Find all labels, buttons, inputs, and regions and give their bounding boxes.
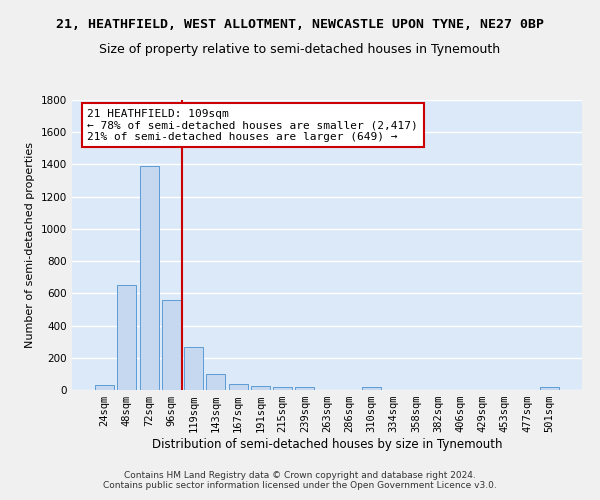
Bar bbox=[273, 387, 292, 390]
Text: 21, HEATHFIELD, WEST ALLOTMENT, NEWCASTLE UPON TYNE, NE27 0BP: 21, HEATHFIELD, WEST ALLOTMENT, NEWCASTL… bbox=[56, 18, 544, 30]
X-axis label: Distribution of semi-detached houses by size in Tynemouth: Distribution of semi-detached houses by … bbox=[152, 438, 502, 451]
Text: Size of property relative to semi-detached houses in Tynemouth: Size of property relative to semi-detach… bbox=[100, 42, 500, 56]
Bar bbox=[295, 387, 314, 390]
Y-axis label: Number of semi-detached properties: Number of semi-detached properties bbox=[25, 142, 35, 348]
Bar bbox=[362, 387, 381, 390]
Bar bbox=[184, 348, 203, 390]
Bar bbox=[540, 387, 559, 390]
Bar bbox=[206, 374, 225, 390]
Bar bbox=[162, 300, 181, 390]
Bar bbox=[118, 286, 136, 390]
Bar bbox=[229, 384, 248, 390]
Text: Contains HM Land Registry data © Crown copyright and database right 2024.
Contai: Contains HM Land Registry data © Crown c… bbox=[103, 470, 497, 490]
Bar bbox=[95, 385, 114, 390]
Text: 21 HEATHFIELD: 109sqm
← 78% of semi-detached houses are smaller (2,417)
21% of s: 21 HEATHFIELD: 109sqm ← 78% of semi-deta… bbox=[88, 108, 418, 142]
Bar bbox=[140, 166, 158, 390]
Bar bbox=[251, 386, 270, 390]
